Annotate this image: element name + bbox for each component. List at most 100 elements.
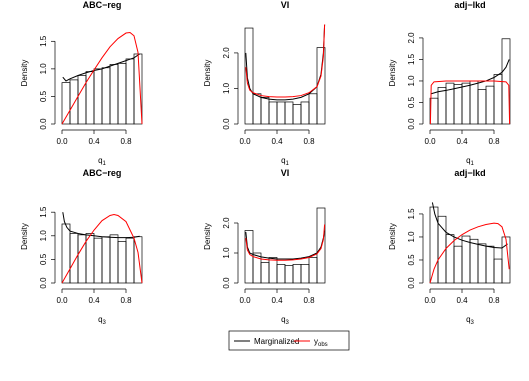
panel-title: ABC−reg <box>83 168 122 178</box>
panel-title: ABC−reg <box>83 0 122 10</box>
x-tick-label: 0.4 <box>456 137 468 146</box>
bar <box>300 264 310 284</box>
bar <box>268 101 278 125</box>
bar <box>125 58 135 125</box>
bar <box>101 236 111 284</box>
legend-label-main: y <box>314 337 318 346</box>
legend: Marginalized yobs <box>228 330 350 351</box>
y-axis-label: Density <box>388 60 397 87</box>
bar <box>109 64 119 125</box>
panel: adj−lkd 0.0 0.5 1.0 1.5 0.0 0.4 0.8 Density q3 <box>388 168 511 326</box>
bar <box>69 233 79 284</box>
bar <box>117 63 127 125</box>
bar <box>477 89 487 125</box>
bar <box>300 101 310 125</box>
bar <box>292 264 302 284</box>
bar <box>453 84 463 125</box>
bar <box>308 257 318 284</box>
y-tick-label: 0.0 <box>407 118 416 130</box>
x-axis-label: q3 <box>98 315 106 326</box>
bar <box>308 93 318 125</box>
bar <box>85 233 95 284</box>
y-tick-label: 0.0 <box>39 118 48 130</box>
x-axis-label-sub: 3 <box>103 320 107 326</box>
bar <box>284 265 294 284</box>
x-axis-label-sub: 3 <box>471 320 475 326</box>
legend-label: Marginalized <box>254 337 299 346</box>
x-tick-label: 0.4 <box>271 296 283 305</box>
bar <box>93 68 103 125</box>
legend-label-main: Marginalized <box>254 337 299 346</box>
curve <box>245 24 326 101</box>
y-axis-label: Density <box>20 223 29 250</box>
legend-label-sub: obs <box>318 342 328 348</box>
x-tick-label: 0.4 <box>88 296 100 305</box>
curve <box>62 212 140 239</box>
bar <box>292 104 302 125</box>
curve <box>245 230 326 260</box>
x-axis-label: q1 <box>466 156 474 167</box>
x-tick-label: 0.0 <box>56 296 68 305</box>
bar <box>133 53 143 125</box>
bar <box>101 67 111 125</box>
bar <box>284 101 294 125</box>
curve <box>429 80 511 125</box>
y-tick-label: 2.0 <box>407 32 416 44</box>
y-tick-label: 0.5 <box>407 96 416 108</box>
y-tick-label: 1.0 <box>407 231 416 243</box>
x-tick-label: 0.8 <box>120 137 132 146</box>
x-axis-label-main: q <box>466 156 470 165</box>
bar <box>85 71 95 125</box>
x-axis-label-main: q <box>98 156 102 165</box>
curve <box>61 214 143 284</box>
bar <box>477 243 487 284</box>
bar <box>493 258 503 284</box>
x-axis-label: q1 <box>98 156 106 167</box>
curve <box>62 53 140 82</box>
x-axis-label-main: q <box>281 156 285 165</box>
bar <box>77 75 87 125</box>
bar <box>125 237 135 284</box>
x-tick-label: 0.4 <box>456 296 468 305</box>
panel: VI 0.0 1.0 2.0 0.0 0.4 0.8 Density q1 <box>203 0 326 167</box>
bar <box>252 93 262 125</box>
bar <box>93 237 103 284</box>
y-axis-label: Density <box>20 60 29 87</box>
bar <box>244 27 254 125</box>
x-tick-label: 0.0 <box>239 296 251 305</box>
bar <box>437 87 447 125</box>
bar <box>61 223 71 284</box>
x-axis-label-main: q <box>281 315 285 324</box>
bar <box>469 238 479 284</box>
y-tick-label: 0.5 <box>39 90 48 102</box>
panel: VI 0.0 1.0 2.0 0.0 0.4 0.8 Density q3 <box>203 168 326 326</box>
curve <box>245 224 326 261</box>
y-tick-label: 0.5 <box>407 254 416 266</box>
x-axis-label-sub: 1 <box>103 161 107 167</box>
x-tick-label: 0.0 <box>239 137 251 146</box>
panel: adj−lkd 0.0 0.5 1.0 1.5 2.0 0.0 0.4 0.8 Density q1 <box>388 0 511 167</box>
bar <box>77 234 87 284</box>
y-tick-label: 1.5 <box>39 35 48 47</box>
curve <box>430 59 510 95</box>
x-tick-label: 0.0 <box>424 137 436 146</box>
panel: ABC−reg 0.0 0.5 1.0 1.5 0.0 0.4 0.8 Density q3 <box>20 168 143 326</box>
y-tick-label: 0.0 <box>407 277 416 289</box>
bar <box>276 101 286 125</box>
bar <box>276 264 286 284</box>
y-tick-label: 1.0 <box>222 247 231 259</box>
curve <box>245 24 326 98</box>
legend-box <box>228 330 350 351</box>
y-tick-label: 0.0 <box>222 277 231 289</box>
bar <box>260 262 270 284</box>
y-tick-label: 0.0 <box>39 277 48 289</box>
curve <box>429 222 510 284</box>
y-tick-label: 0.0 <box>222 118 231 130</box>
x-tick-label: 0.8 <box>488 137 500 146</box>
bar <box>316 47 326 125</box>
y-tick-label: 1.5 <box>407 208 416 220</box>
bar <box>260 96 270 125</box>
curve <box>61 31 143 125</box>
x-tick-label: 0.8 <box>303 137 315 146</box>
bar <box>469 80 479 125</box>
